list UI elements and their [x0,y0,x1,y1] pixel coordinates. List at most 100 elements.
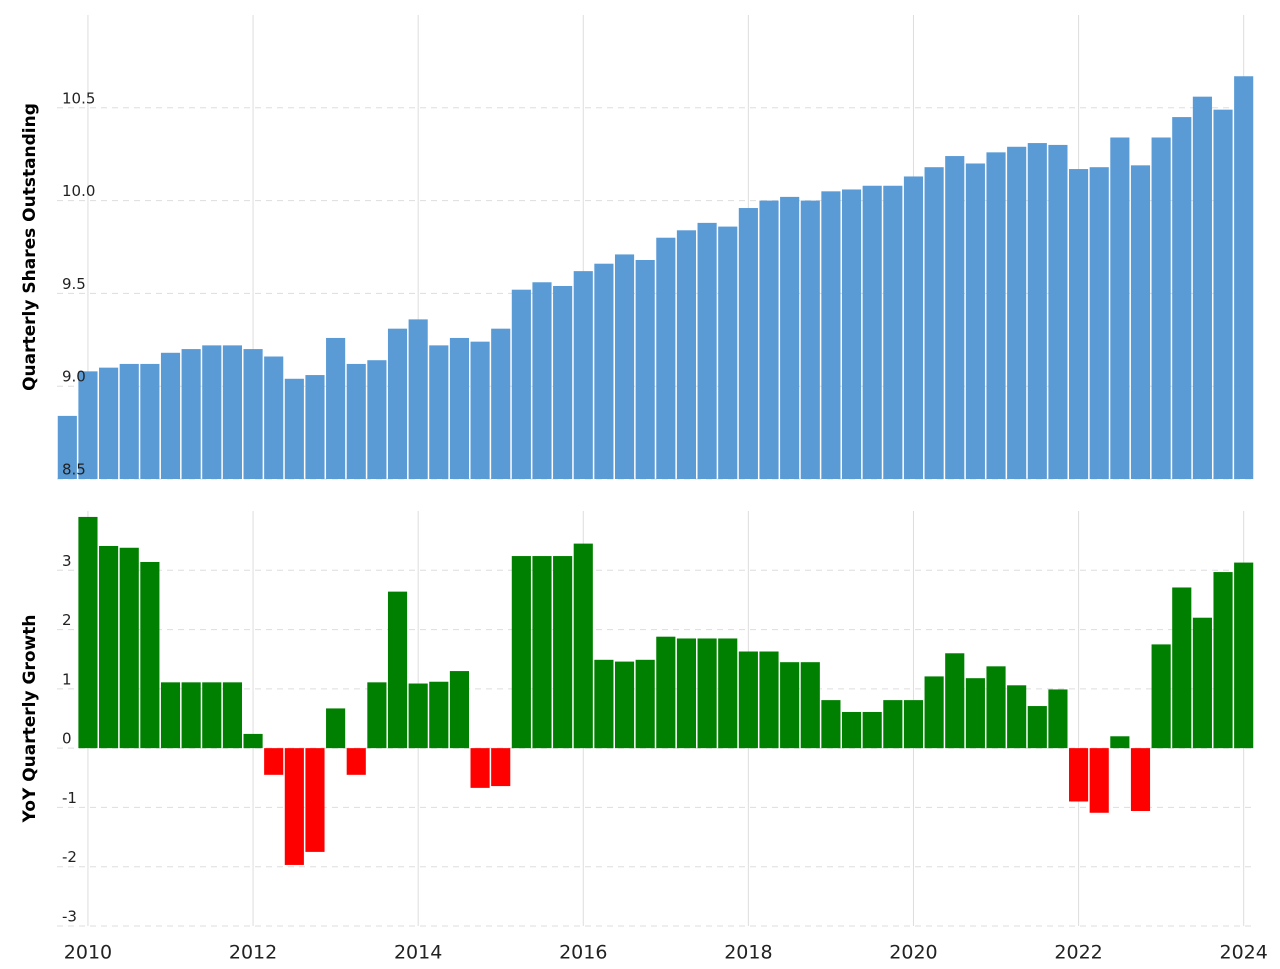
x-tick-label: 2014 [394,942,442,964]
bar [573,271,593,479]
bar [924,676,944,749]
bar [800,662,820,749]
bar [821,191,841,479]
bar [160,682,181,749]
y-tick-label: 9.0 [62,368,86,386]
bar [862,711,882,749]
bar [470,748,490,788]
bar [243,349,263,479]
y-tick-label: 2 [62,611,72,629]
bar [243,733,263,749]
bar [614,661,635,749]
bar [1007,685,1027,749]
bar [387,591,408,749]
bar [449,337,470,479]
bar [532,282,552,479]
bar [697,222,717,479]
bar [1089,748,1109,813]
bar [305,375,325,479]
bar [202,345,222,479]
bar [99,545,119,749]
bar [594,659,614,749]
bar [1172,117,1192,479]
bar [800,200,820,479]
bar [1027,706,1047,749]
bar [264,748,284,775]
bar [491,748,511,787]
bar [965,163,985,480]
bar [718,226,738,479]
bar [140,561,160,749]
bar [326,337,346,479]
bar [511,556,531,749]
bar [1213,109,1233,479]
bar [367,682,387,749]
bar [1172,587,1192,749]
bar [470,341,490,479]
bar [57,415,77,479]
x-tick-label: 2024 [1220,942,1268,964]
bar [1027,143,1047,479]
bar [1130,165,1151,479]
bar [181,682,201,749]
bar [99,367,119,479]
bar [656,636,676,749]
bar [78,371,98,479]
x-tick-label: 2018 [724,942,772,964]
bar [408,319,428,479]
bar [903,700,924,749]
bar [408,683,428,749]
bar [1151,137,1171,479]
bar [780,196,800,479]
bar [1069,169,1089,479]
x-tick-label: 2010 [64,942,112,964]
bar [862,185,882,479]
bar [1089,167,1109,479]
bar [1192,96,1212,479]
bar [367,360,387,479]
bar [429,345,449,479]
bar [1234,562,1254,749]
bar [759,651,779,749]
bar [573,543,593,749]
bar [841,189,862,480]
bar [635,659,655,749]
bar [181,349,201,479]
bar [759,200,779,479]
y-axis-title: Quarterly Shares Outstanding [20,103,40,391]
bar [635,259,655,479]
bar [222,682,242,749]
bar [1234,76,1254,480]
bar [449,671,470,749]
y-tick-label: 0 [62,730,72,748]
bar [346,363,366,479]
y-axis-title: YoY Quarterly Growth [20,615,40,824]
bar [429,681,449,749]
bar [986,666,1006,749]
y-tick-label: 3 [62,552,72,570]
y-tick-label: 1 [62,670,72,688]
bar [264,356,284,479]
bar [1007,146,1027,479]
y-tick-label: -3 [62,908,77,926]
y-tick-label: -2 [62,848,77,866]
bar [718,638,738,749]
bar [594,263,614,479]
bar [1069,748,1089,802]
bar [553,285,573,479]
bar [78,516,98,749]
bar [553,556,573,749]
bar [202,682,222,749]
x-tick-label: 2016 [559,942,607,964]
bar [945,156,965,479]
y-tick-label: 9.5 [62,275,86,293]
bar [1048,689,1068,749]
bar [491,328,511,479]
bar [532,556,552,749]
bar [676,638,697,749]
bar [676,230,697,479]
bar [511,289,531,479]
x-tick-label: 2012 [229,942,277,964]
bar [119,547,139,749]
